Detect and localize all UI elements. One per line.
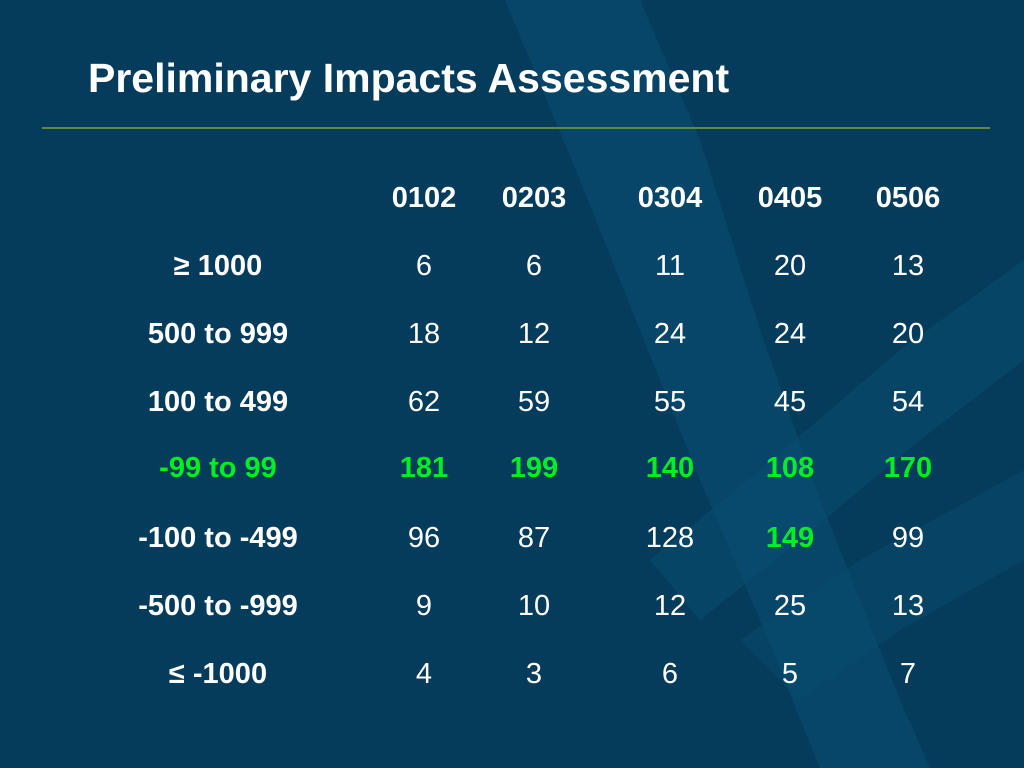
table-cell: 5 [781, 658, 799, 690]
table-cell: 54 [891, 386, 925, 418]
page-title: Preliminary Impacts Assessment [88, 55, 730, 101]
table-cell: 6 [525, 250, 543, 282]
table-cell: 128 [645, 522, 695, 554]
row-label: -500 to -999 [138, 590, 298, 622]
table-cell: 25 [773, 590, 807, 622]
table-cell: 45 [773, 386, 807, 418]
table-cell: 18 [407, 318, 441, 350]
table-cell: 149 [765, 522, 815, 554]
table-cell: 199 [509, 452, 559, 484]
column-header: 0405 [757, 182, 823, 214]
table-cell: 13 [891, 590, 925, 622]
table-cell: 9 [415, 590, 433, 622]
table-cell: 12 [517, 318, 551, 350]
table-cell: 13 [891, 250, 925, 282]
row-label: ≥ 1000 [173, 250, 263, 282]
row-label: -99 to 99 [159, 452, 277, 484]
table-cell: 6 [415, 250, 433, 282]
table-cell: 99 [891, 522, 925, 554]
table-cell: 10 [517, 590, 551, 622]
table-cell: 170 [883, 452, 933, 484]
table-cell: 11 [654, 250, 686, 282]
table-cell: 55 [653, 386, 687, 418]
table-cell: 96 [407, 522, 441, 554]
table-cell: 108 [765, 452, 815, 484]
row-label: 500 to 999 [147, 318, 289, 350]
table-cell: 6 [661, 658, 679, 690]
table-cell: 24 [653, 318, 687, 350]
table-cell: 87 [517, 522, 551, 554]
table-cell: 4 [415, 658, 433, 690]
table-cell: 20 [773, 250, 807, 282]
table-cell: 3 [525, 658, 543, 690]
column-header: 0102 [391, 182, 457, 214]
row-label: -100 to -499 [138, 522, 298, 554]
table-cell: 12 [653, 590, 687, 622]
column-header: 0304 [637, 182, 703, 214]
column-header: 0203 [501, 182, 567, 214]
row-label: ≤ -1000 [168, 658, 268, 690]
table-cell: 59 [517, 386, 551, 418]
table-cell: 24 [773, 318, 807, 350]
table-cell: 140 [645, 452, 695, 484]
row-label: 100 to 499 [147, 386, 289, 418]
table-cell: 20 [891, 318, 925, 350]
table-cell: 62 [407, 386, 441, 418]
table-cell: 181 [399, 452, 449, 484]
table-cell: 7 [899, 658, 917, 690]
title-divider [42, 127, 990, 129]
column-header: 0506 [875, 182, 941, 214]
